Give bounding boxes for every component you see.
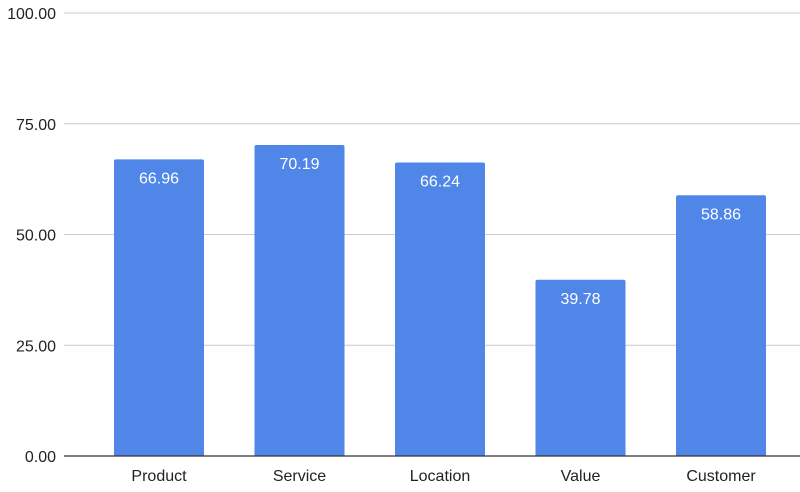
y-tick-label: 25.00 xyxy=(16,338,56,355)
category-label: Service xyxy=(273,468,326,485)
bar-value-labels: 66.96 70.19 66.24 39.78 58.86 xyxy=(139,156,741,308)
bar-value-label: 39.78 xyxy=(560,291,600,308)
bar-value xyxy=(535,279,626,456)
y-tick-label: 0.00 xyxy=(25,449,56,466)
y-axis-tick-labels: 0.00 25.00 50.00 75.00 100.00 xyxy=(7,6,56,466)
category-label: Value xyxy=(561,468,601,485)
x-axis-category-labels: Product Service Location Value Customer xyxy=(131,468,756,485)
y-tick-label: 100.00 xyxy=(7,6,56,23)
bars xyxy=(114,145,766,457)
y-tick-label: 75.00 xyxy=(16,117,56,134)
y-tick-label: 50.00 xyxy=(16,228,56,245)
bar-service xyxy=(254,145,345,457)
category-label: Customer xyxy=(686,468,756,485)
bar-location xyxy=(395,162,485,456)
bar-value-label: 66.96 xyxy=(139,170,179,187)
bar-product xyxy=(114,159,204,457)
bar-customer xyxy=(676,195,766,457)
bar-value-label: 70.19 xyxy=(279,156,319,173)
category-label: Location xyxy=(410,468,471,485)
category-label: Product xyxy=(131,468,187,485)
bar-value-label: 66.24 xyxy=(420,174,460,191)
bar-value-label: 58.86 xyxy=(701,206,741,223)
